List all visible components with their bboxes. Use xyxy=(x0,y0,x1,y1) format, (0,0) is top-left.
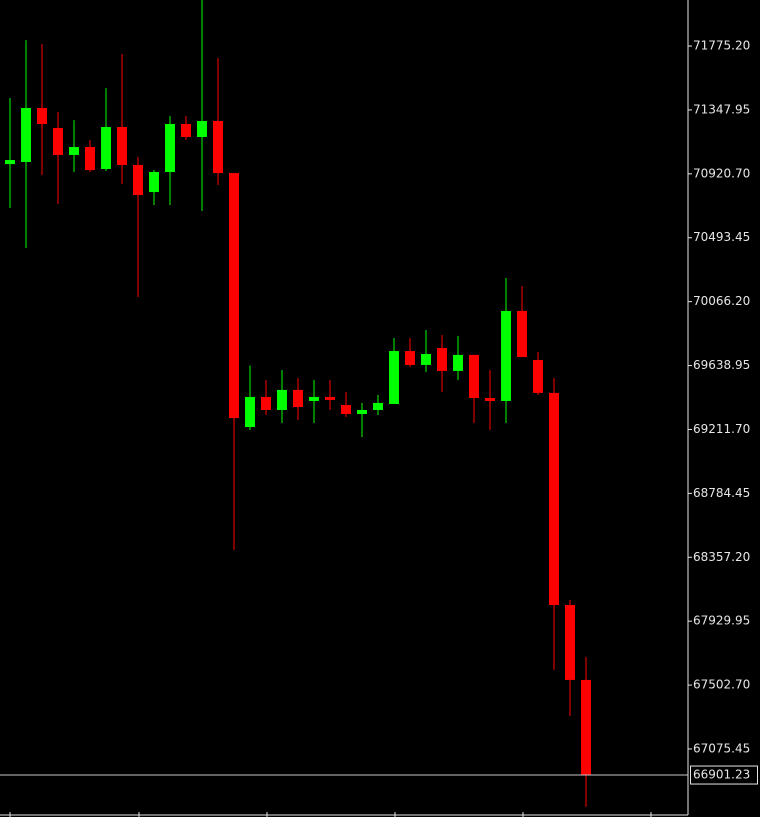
candle-body xyxy=(53,128,63,155)
candle-body xyxy=(245,396,255,428)
y-tick-label: 70493.45 xyxy=(693,230,750,244)
candle-body xyxy=(389,351,399,404)
candle-body xyxy=(357,409,367,415)
candle-body xyxy=(405,351,415,365)
y-tick-label: 67502.70 xyxy=(693,678,750,692)
candle-body xyxy=(485,398,495,401)
candle-body xyxy=(21,107,31,162)
y-tick-label: 67075.45 xyxy=(693,741,750,755)
candle-body xyxy=(261,396,271,410)
candle-body xyxy=(581,679,591,776)
candle-body xyxy=(101,126,111,170)
candle-body xyxy=(181,123,191,138)
candle-body xyxy=(421,354,431,365)
candle-body xyxy=(501,310,511,401)
candle-body xyxy=(69,147,79,155)
y-tick-label: 70920.70 xyxy=(693,166,750,180)
candle-body xyxy=(469,354,479,399)
y-tick-label: 68784.45 xyxy=(693,486,750,500)
candle-body xyxy=(117,126,127,165)
candle-body xyxy=(373,402,383,410)
candle-body xyxy=(293,389,303,407)
candle-body xyxy=(533,360,543,393)
candle-body xyxy=(85,147,95,171)
y-tick-label: 70066.20 xyxy=(693,294,750,308)
y-tick-label: 71775.20 xyxy=(693,39,750,53)
y-tick-label: 68357.20 xyxy=(693,550,750,564)
candle-body xyxy=(437,348,447,371)
candle-body xyxy=(341,405,351,415)
candle-body xyxy=(517,310,527,358)
candle-body xyxy=(565,605,575,680)
y-tick-label: 67929.95 xyxy=(693,614,750,628)
candle-body xyxy=(165,123,175,173)
candle-body xyxy=(453,354,463,371)
candle-body xyxy=(5,160,15,165)
candle-body xyxy=(277,389,287,410)
y-tick-label: 69211.70 xyxy=(693,422,750,436)
candle-body xyxy=(213,121,223,174)
candle-body xyxy=(133,164,143,196)
candle-body xyxy=(229,173,239,419)
candle-body xyxy=(549,392,559,606)
candle-body xyxy=(325,396,335,400)
candle-body xyxy=(197,121,207,138)
candle-body xyxy=(309,396,319,401)
y-tick-label: 69638.95 xyxy=(693,358,750,372)
time-ticks xyxy=(9,812,652,817)
current-price-label: 66901.23 xyxy=(693,768,750,782)
y-tick-label: 71347.95 xyxy=(693,102,750,116)
candle-body xyxy=(149,172,159,193)
current-price-box xyxy=(690,765,758,785)
candle-body xyxy=(37,107,47,124)
